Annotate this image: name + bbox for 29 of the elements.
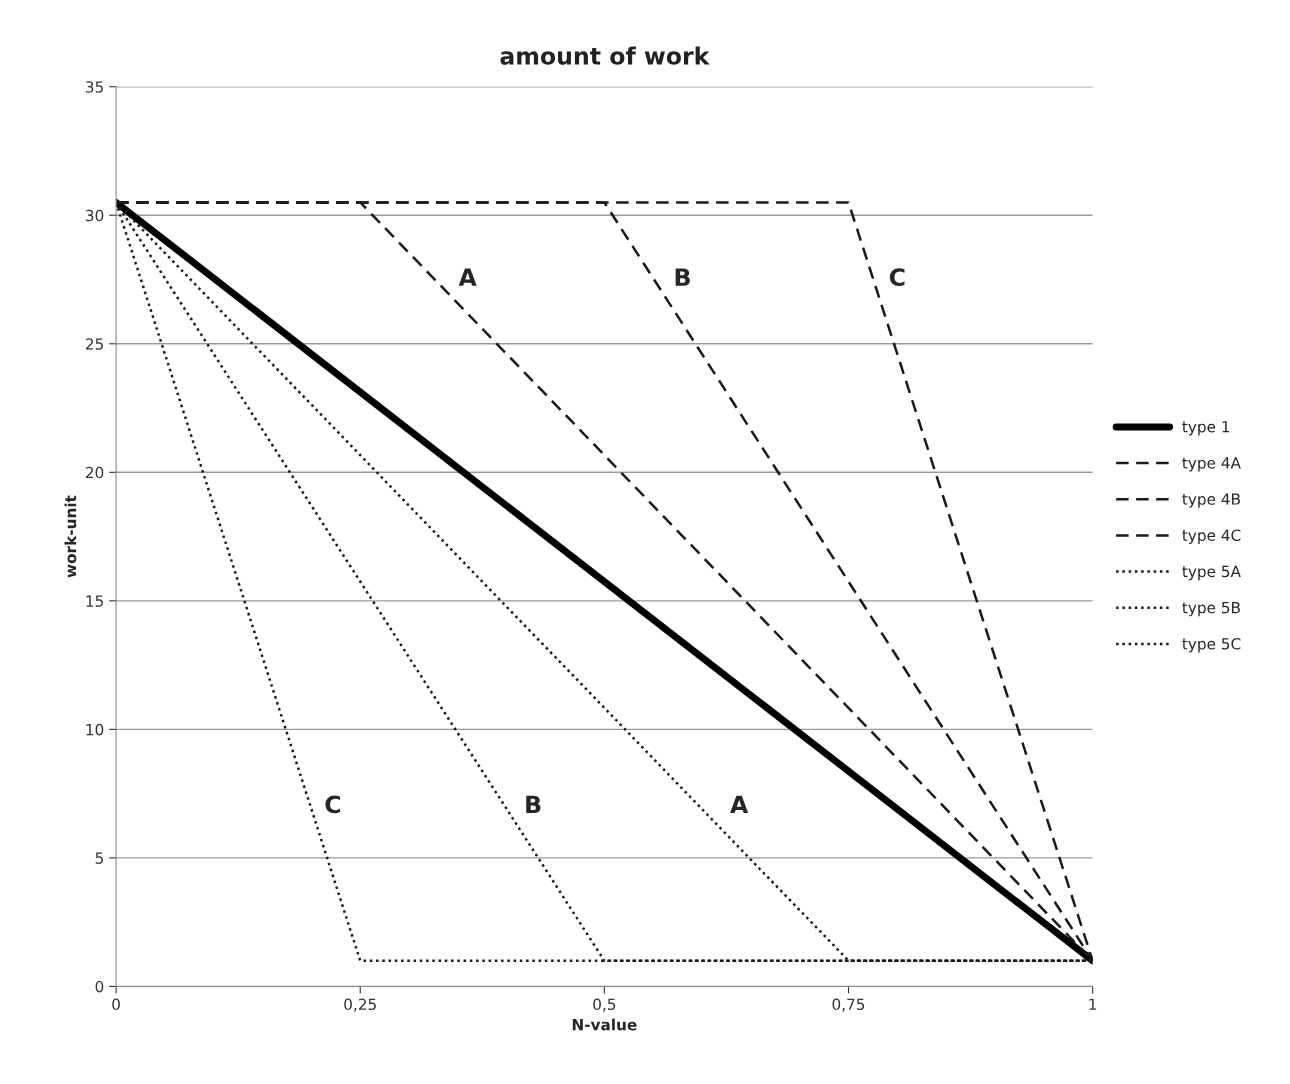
x-tick-label: 0 <box>112 998 120 1011</box>
x-tick-label: 0,5 <box>593 998 616 1012</box>
legend-label: type 1 <box>1182 421 1230 436</box>
legend-label: type 5B <box>1182 602 1240 617</box>
legend-label: type 4A <box>1182 457 1241 472</box>
annotation: B <box>526 795 541 814</box>
annotation: B <box>675 268 690 286</box>
y-tick-label: 5 <box>95 852 103 864</box>
annotation: C <box>325 795 341 814</box>
annotation: A <box>458 268 477 286</box>
legend-label: type 5A <box>1182 565 1241 581</box>
x-axis-title: N-value <box>572 1018 637 1031</box>
legend-label: type 4C <box>1182 529 1241 544</box>
chart-title: amount of work <box>500 46 710 65</box>
y-tick-label: 10 <box>86 723 104 736</box>
y-tick-label: 15 <box>86 595 103 607</box>
y-axis-title: work-unit <box>64 495 77 578</box>
y-tick-label: 35 <box>86 81 103 93</box>
y-tick-label: 20 <box>85 466 104 479</box>
legend-label: type 5C <box>1182 637 1241 653</box>
annotation: A <box>730 795 749 814</box>
x-tick-label: 1 <box>1089 998 1097 1010</box>
x-tick-label: 0,25 <box>344 998 376 1012</box>
y-tick-label: 25 <box>85 338 103 350</box>
annotation: C <box>889 268 905 287</box>
x-tick-label: 0,75 <box>832 998 865 1012</box>
y-tick-label: 0 <box>95 980 104 993</box>
y-tick-label: 30 <box>86 209 104 222</box>
legend-label: type 4B <box>1182 493 1240 508</box>
